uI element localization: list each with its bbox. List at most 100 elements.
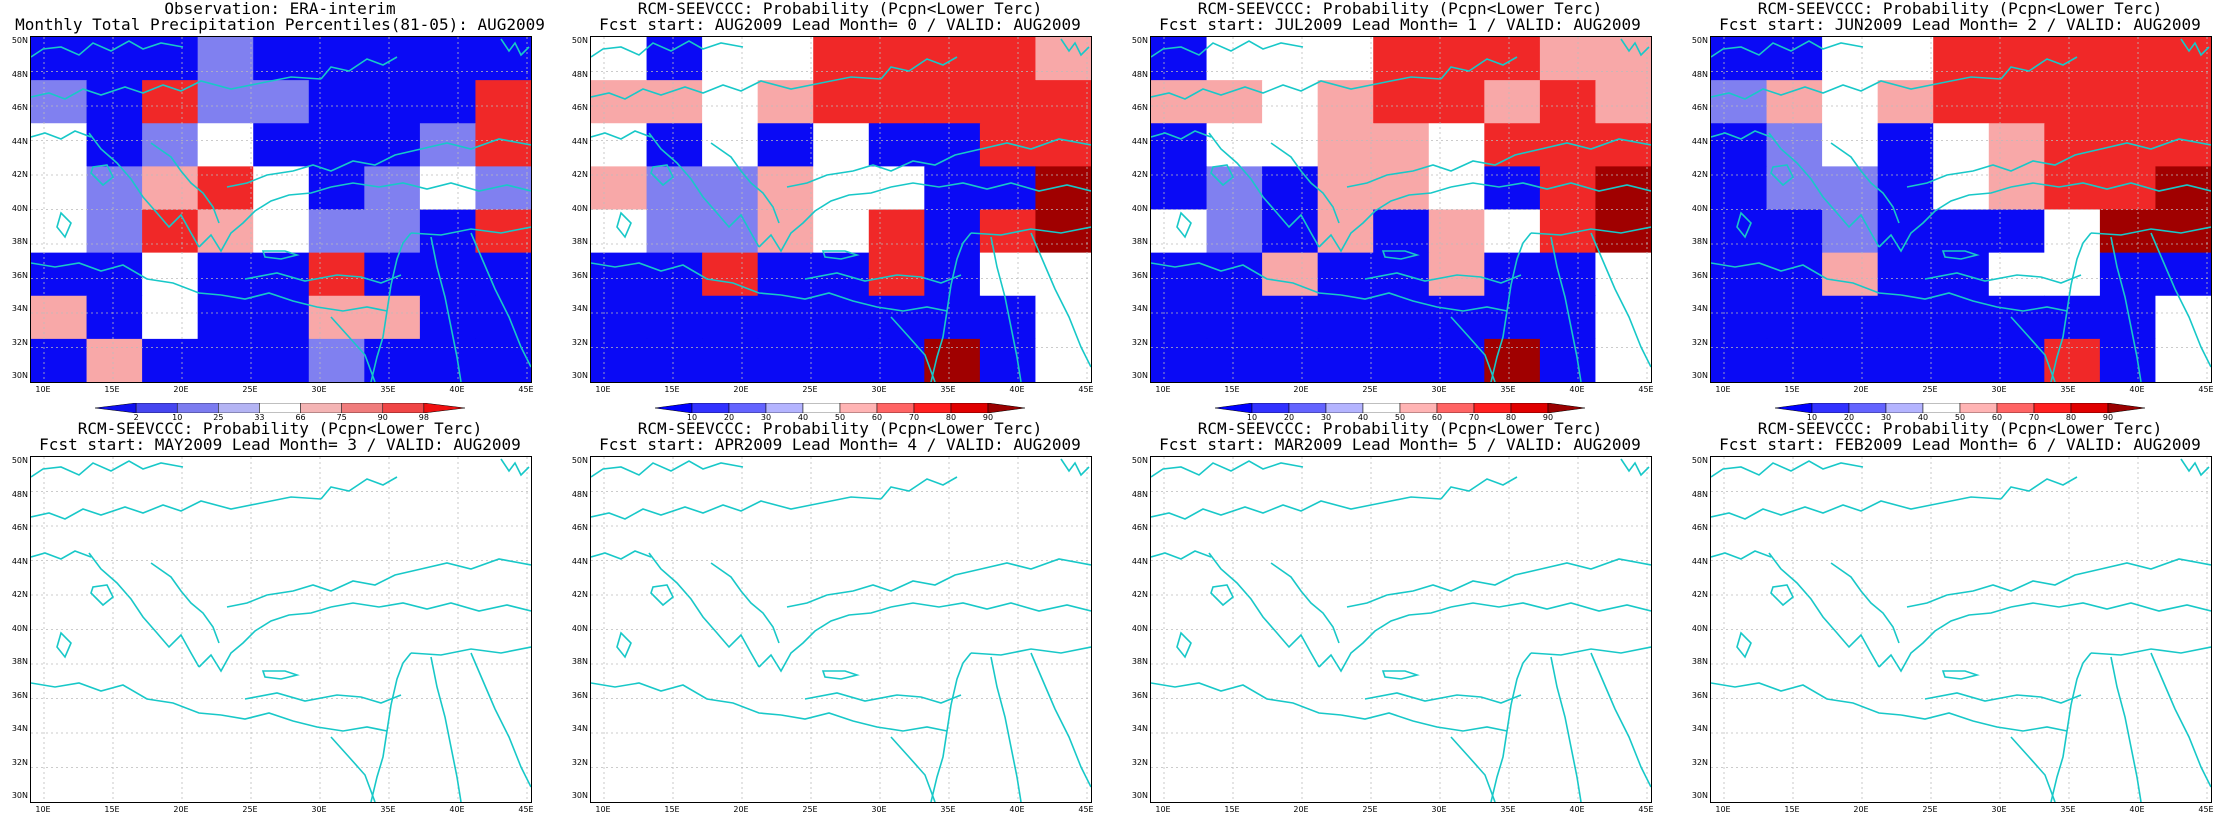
coastline	[2050, 310, 2068, 382]
grid-cell	[1933, 37, 1990, 81]
coastline	[1450, 316, 1496, 382]
coastline	[150, 562, 220, 644]
lon-tick-label: 20E	[1853, 805, 1869, 814]
coastline	[31, 682, 222, 716]
coastline	[821, 250, 860, 260]
colorbar-segment	[950, 403, 989, 413]
panel-title-line1: RCM-SEEVCCC: Probability (Pcpn<Lower Ter…	[1757, 0, 2163, 18]
grid-cell	[31, 166, 88, 211]
grid-cell	[197, 295, 254, 340]
grid-cell	[2044, 295, 2101, 340]
colorbar-label: 50	[834, 413, 846, 422]
coastline	[2010, 316, 2056, 382]
colorbar-label: 10	[172, 413, 183, 422]
coastline	[1900, 292, 2068, 312]
coastline	[330, 182, 531, 192]
grid-cell	[1539, 252, 1596, 297]
lat-tick-label: 36N	[571, 270, 588, 280]
lon-tick-label: 40E	[2129, 805, 2145, 814]
colorbar-segment	[218, 403, 260, 413]
lat-tick-label: 34N	[1131, 304, 1148, 313]
colorbar-label: 70	[1468, 413, 1480, 422]
lon-tick-label: 15E	[664, 805, 680, 814]
lon-tick-label: 45E	[518, 385, 534, 394]
coastline	[1060, 38, 1090, 57]
colorbar-label: 40	[797, 413, 809, 422]
colorbar	[1215, 403, 1585, 413]
grid-cell	[813, 209, 870, 254]
panel-title-line2: Fcst start: MAR2009 Lead Month= 5 / VALI…	[1159, 435, 1641, 454]
panel-title-line1: RCM-SEEVCCC: Probability (Pcpn<Lower Ter…	[637, 0, 1043, 18]
lon-tick-label: 25E	[242, 385, 258, 394]
coastline	[2180, 458, 2210, 477]
lat-tick-label: 40N	[11, 623, 28, 633]
colorbar-segment	[2070, 403, 2109, 413]
colorbar-label: 30	[1320, 413, 1332, 422]
grid-cell	[1822, 37, 1879, 81]
lat-tick-label: 42N	[1691, 170, 1708, 179]
grid-cell	[1206, 252, 1263, 297]
coastline	[1711, 550, 1772, 560]
colorbar-segment	[691, 403, 730, 413]
lon-tick-label: 35E	[1500, 385, 1516, 394]
colorbar-segment	[1288, 403, 1327, 413]
colorbar-segment	[1885, 403, 1924, 413]
lon-tick-label: 25E	[1922, 385, 1938, 394]
colorbar-label: 30	[1880, 413, 1892, 422]
coastline	[1506, 232, 1532, 312]
lat-tick-label: 42N	[571, 590, 588, 599]
coastline	[1590, 652, 1651, 788]
lat-tick-label: 38N	[1131, 657, 1148, 666]
coastline	[1340, 292, 1508, 312]
grid-cell	[1484, 123, 1541, 167]
lat-tick-label: 50N	[571, 456, 588, 465]
grid-cell	[31, 252, 88, 297]
grid-cell	[31, 209, 88, 254]
coastline	[1210, 584, 1235, 607]
map-panel-1: Observation: ERA-interim Monthly Total Pr…	[0, 0, 560, 423]
grid-cell	[1317, 338, 1374, 382]
grid-cell	[1428, 37, 1485, 81]
colorbar-label: 20	[723, 413, 735, 422]
colorbar-segment	[300, 403, 342, 413]
grid-cell	[1933, 209, 1990, 254]
coastline	[430, 236, 462, 382]
map-panel-3: RCM-SEEVCCC: Probability (Pcpn<Lower Ter…	[1120, 0, 1680, 423]
coastline	[198, 606, 332, 673]
coastline	[2180, 38, 2210, 57]
grid-cell	[924, 252, 981, 297]
grid-cell	[1317, 209, 1374, 254]
lat-tick-label: 34N	[571, 304, 588, 313]
coastline	[1550, 236, 1582, 382]
coastline	[650, 164, 675, 187]
coastline	[88, 552, 200, 668]
coastline	[2000, 56, 2078, 80]
grid-cell	[646, 166, 703, 211]
coastline	[970, 226, 1091, 236]
lat-tick-label: 30N	[1131, 791, 1148, 800]
coastline	[1711, 130, 1772, 140]
colorbar-label: 80	[1505, 413, 1517, 422]
grid-cell	[142, 123, 199, 167]
lat-tick-label: 30N	[1131, 371, 1148, 380]
colorbar-segment	[1811, 403, 1850, 413]
grid-cell	[419, 338, 476, 382]
map-canvas	[591, 37, 1091, 382]
grid-cell	[253, 80, 310, 124]
colorbar-segment	[1547, 403, 1585, 413]
lon-tick-label: 30E	[311, 385, 327, 394]
panel-title-line1: RCM-SEEVCCC: Probability (Pcpn<Lower Ter…	[1197, 0, 1603, 18]
lat-tick-label: 34N	[1131, 724, 1148, 733]
grid-cell	[31, 37, 88, 81]
map-area	[1710, 36, 2212, 383]
coastline	[31, 550, 92, 560]
grid-cell	[1484, 295, 1541, 340]
grid-cell	[757, 166, 814, 211]
coastline	[1151, 496, 1442, 520]
grid-cell	[1822, 209, 1879, 254]
colorbar-label: 25	[213, 413, 224, 422]
grid-cell	[419, 123, 476, 167]
colorbar	[1775, 403, 2145, 413]
coastline	[2066, 232, 2092, 312]
colorbar-segment	[876, 403, 915, 413]
